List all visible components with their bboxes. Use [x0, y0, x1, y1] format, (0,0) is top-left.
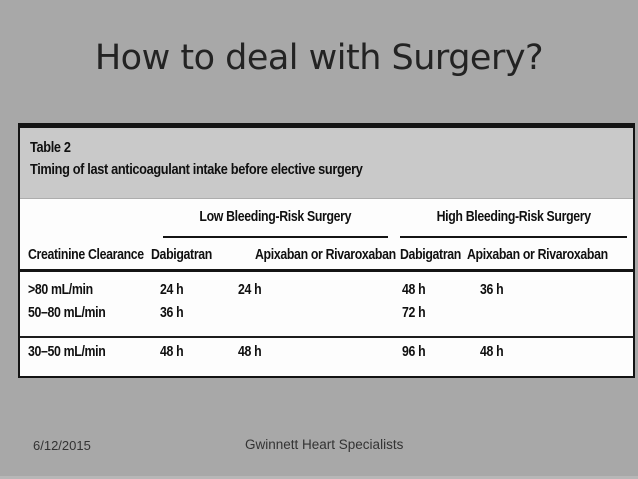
cell-value: 48 h: [402, 282, 426, 298]
column-header: Apixaban or Rivaroxaban: [467, 247, 608, 263]
group-header-high-risk: High Bleeding-Risk Surgery: [436, 209, 591, 225]
group-header-low-risk: Low Bleeding-Risk Surgery: [199, 209, 352, 225]
cell-value: 48 h: [160, 344, 184, 360]
footer-organization: Gwinnett Heart Specialists: [245, 437, 404, 452]
cell-value: 36 h: [480, 282, 504, 298]
row-label: >80 mL/min: [28, 282, 93, 298]
cell-value: 72 h: [402, 305, 426, 321]
table-body: Low Bleeding-Risk Surgery High Bleeding-…: [20, 199, 633, 376]
cell-value: 24 h: [238, 282, 262, 298]
bottom-edge-strip: [0, 476, 638, 479]
column-header: Dabigatran: [400, 247, 461, 263]
column-header-row: Creatinine Clearance Dabigatran Apixaban…: [20, 247, 633, 265]
underline-low-risk: [163, 236, 388, 238]
cell-value: 48 h: [238, 344, 262, 360]
anticoagulant-timing-table: Table 2 Timing of last anticoagulant int…: [18, 123, 635, 378]
column-header: Creatinine Clearance: [28, 247, 144, 263]
row-label: 30–50 mL/min: [28, 344, 106, 360]
table-row: 30–50 mL/min 48 h 48 h 96 h 48 h: [20, 344, 633, 362]
table-caption: Timing of last anticoagulant intake befo…: [30, 161, 363, 178]
column-header: Apixaban or Rivaroxaban: [255, 247, 396, 263]
cell-value: 36 h: [160, 305, 184, 321]
header-rule: [20, 269, 633, 272]
slide-title: How to deal with Surgery?: [94, 38, 544, 78]
column-header: Dabigatran: [151, 247, 212, 263]
table-label: Table 2: [30, 139, 71, 156]
table-caption-band: Table 2 Timing of last anticoagulant int…: [20, 128, 633, 199]
row-separator-rule: [20, 336, 633, 338]
cell-value: 24 h: [160, 282, 184, 298]
cell-value: 96 h: [402, 344, 426, 360]
table-row: >80 mL/min 24 h 24 h 48 h 36 h: [20, 282, 633, 300]
footer-date: 6/12/2015: [33, 438, 91, 453]
table-row: 50–80 mL/min 36 h 72 h: [20, 305, 633, 323]
underline-high-risk: [400, 236, 627, 238]
row-label: 50–80 mL/min: [28, 305, 106, 321]
cell-value: 48 h: [480, 344, 504, 360]
